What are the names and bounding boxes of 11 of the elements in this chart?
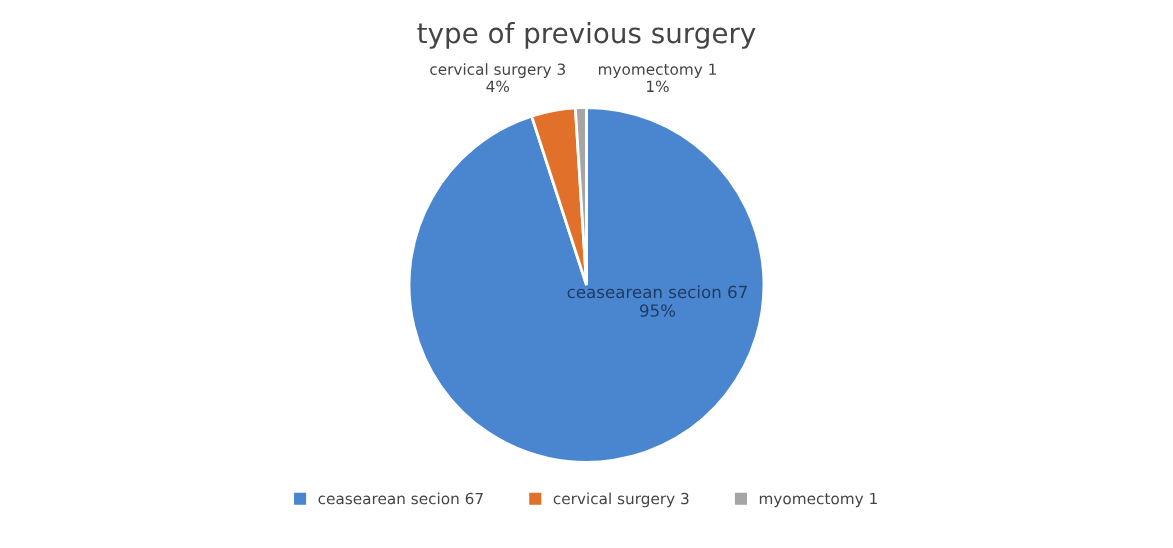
- slice-label: cervical surgery 3: [430, 63, 565, 78]
- slice-label: ceasearean secion 67: [567, 285, 747, 299]
- chart-title: type of previous surgery: [417, 21, 756, 49]
- legend-label: myomectomy 1: [759, 492, 877, 508]
- legend-label: ceasearean secion 67: [318, 492, 483, 505]
- legend-label: cervical surgery 3: [553, 492, 689, 508]
- data-label: 4%: [486, 80, 510, 93]
- data-label: 95%: [640, 304, 676, 317]
- pie-slice: [407, 106, 766, 464]
- slice-label: myomectomy 1: [598, 63, 716, 78]
- data-label: 1%: [647, 80, 669, 93]
